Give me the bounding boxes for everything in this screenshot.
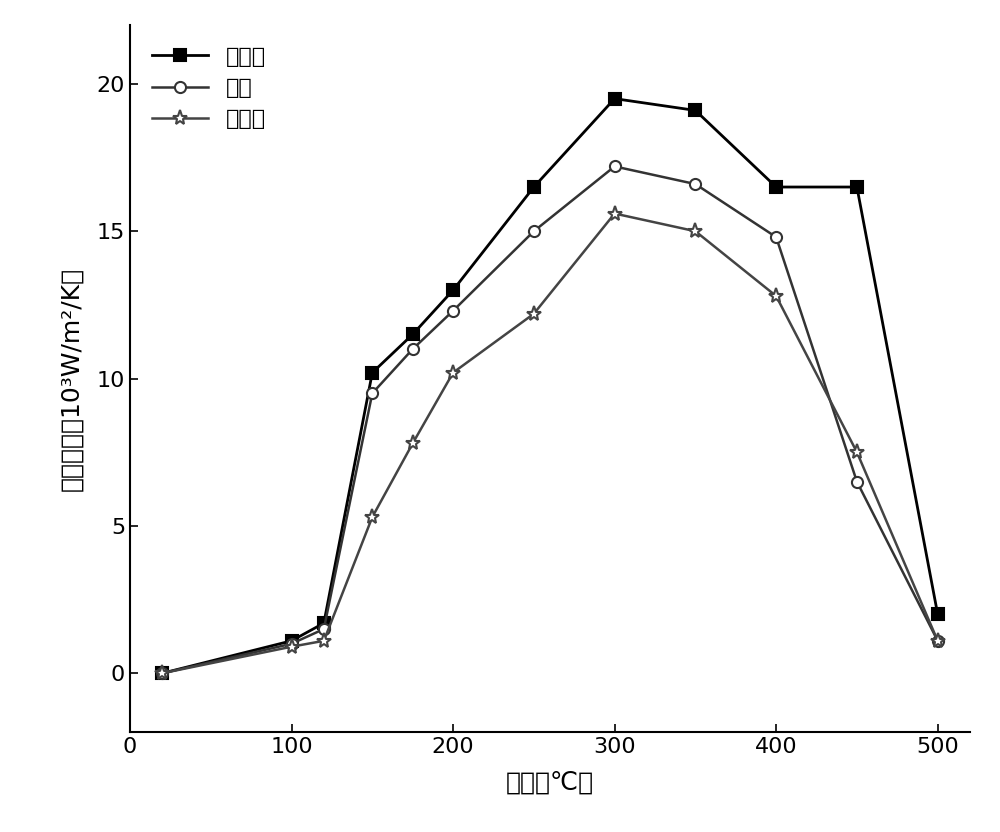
侧面 — [528, 226, 540, 236]
侧面 — [770, 232, 782, 242]
上表面 — [528, 182, 540, 192]
侧面 — [318, 624, 330, 634]
下表面 — [528, 309, 540, 319]
上表面 — [932, 609, 944, 619]
侧面 — [609, 161, 621, 171]
下表面 — [932, 636, 944, 646]
上表面 — [689, 106, 701, 116]
下表面 — [447, 368, 459, 378]
Line: 下表面: 下表面 — [155, 206, 945, 681]
下表面 — [770, 291, 782, 301]
侧面 — [286, 639, 298, 649]
下表面 — [407, 438, 419, 448]
X-axis label: 温度（℃）: 温度（℃） — [506, 771, 594, 795]
下表面 — [318, 636, 330, 646]
下表面 — [609, 209, 621, 219]
上表面 — [447, 285, 459, 295]
下表面 — [366, 512, 378, 522]
侧面 — [366, 389, 378, 399]
Line: 侧面: 侧面 — [157, 161, 943, 679]
上表面 — [851, 182, 863, 192]
上表面 — [366, 368, 378, 378]
下表面 — [851, 448, 863, 458]
上表面 — [770, 182, 782, 192]
上表面 — [407, 329, 419, 339]
上表面 — [609, 94, 621, 104]
上表面 — [286, 636, 298, 646]
下表面 — [156, 668, 168, 678]
Line: 上表面: 上表面 — [157, 93, 943, 679]
侧面 — [447, 306, 459, 316]
下表面 — [689, 226, 701, 236]
Legend: 上表面, 侧面, 下表面: 上表面, 侧面, 下表面 — [141, 36, 277, 141]
侧面 — [156, 668, 168, 678]
Y-axis label: 换热系数（10³W/m²/K）: 换热系数（10³W/m²/K） — [59, 266, 83, 491]
上表面 — [156, 668, 168, 678]
侧面 — [407, 344, 419, 354]
下表面 — [286, 641, 298, 651]
侧面 — [689, 179, 701, 189]
侧面 — [851, 477, 863, 487]
上表面 — [318, 618, 330, 628]
侧面 — [932, 636, 944, 646]
